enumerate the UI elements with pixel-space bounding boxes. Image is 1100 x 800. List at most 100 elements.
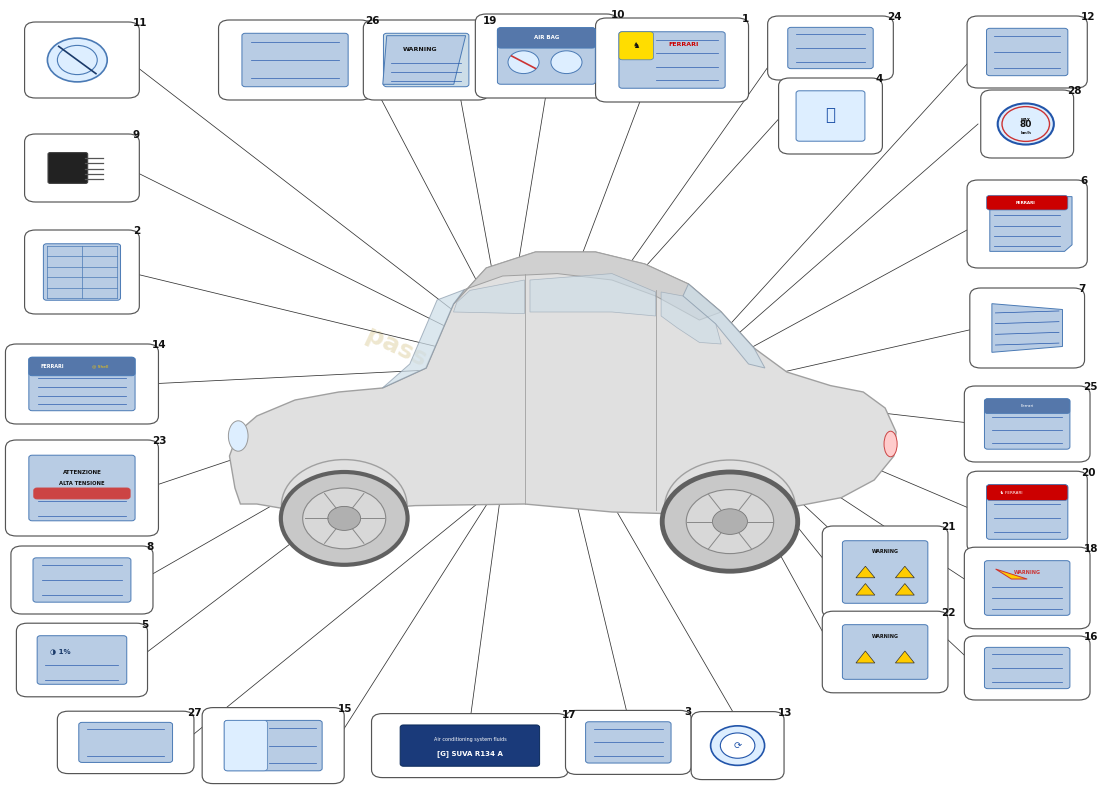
- FancyBboxPatch shape: [24, 22, 140, 98]
- Circle shape: [508, 51, 539, 74]
- FancyBboxPatch shape: [29, 358, 135, 410]
- FancyBboxPatch shape: [987, 28, 1068, 76]
- Polygon shape: [895, 651, 914, 663]
- FancyBboxPatch shape: [6, 440, 158, 536]
- Text: 11: 11: [133, 18, 147, 28]
- Circle shape: [551, 51, 582, 74]
- Text: 20: 20: [1080, 467, 1096, 478]
- FancyBboxPatch shape: [823, 611, 948, 693]
- FancyBboxPatch shape: [779, 78, 882, 154]
- FancyBboxPatch shape: [965, 386, 1090, 462]
- Polygon shape: [992, 304, 1063, 352]
- FancyBboxPatch shape: [965, 636, 1090, 700]
- Text: FERRARI: FERRARI: [1016, 201, 1036, 205]
- FancyBboxPatch shape: [11, 546, 153, 614]
- Circle shape: [302, 488, 386, 549]
- FancyBboxPatch shape: [497, 28, 595, 84]
- Text: 16: 16: [1084, 632, 1098, 642]
- Text: WARNING: WARNING: [871, 550, 899, 554]
- Polygon shape: [895, 583, 914, 595]
- Circle shape: [713, 509, 747, 534]
- FancyBboxPatch shape: [57, 711, 194, 774]
- Polygon shape: [895, 566, 914, 578]
- Text: 21: 21: [942, 522, 956, 533]
- Text: WARNING: WARNING: [871, 634, 899, 638]
- FancyBboxPatch shape: [219, 20, 372, 100]
- Circle shape: [47, 38, 107, 82]
- FancyBboxPatch shape: [37, 636, 127, 684]
- Polygon shape: [661, 292, 722, 344]
- Text: passionné online shop 1995: passionné online shop 1995: [363, 322, 730, 510]
- FancyBboxPatch shape: [16, 623, 147, 697]
- Text: FERRARI: FERRARI: [669, 42, 700, 47]
- Text: FERRARI: FERRARI: [40, 364, 64, 369]
- Text: 25: 25: [1084, 382, 1098, 393]
- FancyBboxPatch shape: [984, 647, 1070, 689]
- FancyBboxPatch shape: [967, 471, 1087, 553]
- Text: WARNING: WARNING: [1014, 570, 1041, 574]
- FancyBboxPatch shape: [984, 398, 1070, 414]
- Text: ♞: ♞: [632, 42, 640, 50]
- FancyBboxPatch shape: [595, 18, 748, 102]
- FancyBboxPatch shape: [796, 90, 865, 141]
- Text: 8: 8: [146, 542, 154, 552]
- FancyBboxPatch shape: [967, 16, 1087, 88]
- FancyBboxPatch shape: [24, 230, 140, 314]
- Text: 24: 24: [887, 12, 901, 22]
- Text: MAX: MAX: [1021, 118, 1031, 122]
- Text: 9: 9: [133, 130, 140, 141]
- FancyBboxPatch shape: [384, 34, 469, 86]
- Text: 2: 2: [133, 226, 140, 237]
- Circle shape: [662, 472, 798, 571]
- Ellipse shape: [884, 431, 898, 457]
- FancyBboxPatch shape: [224, 720, 267, 771]
- FancyBboxPatch shape: [984, 398, 1070, 450]
- Text: Ferrari: Ferrari: [1021, 404, 1034, 408]
- FancyBboxPatch shape: [981, 90, 1074, 158]
- Text: @ Shell: @ Shell: [92, 365, 109, 369]
- Text: 10: 10: [610, 10, 625, 20]
- Text: km/h: km/h: [1021, 130, 1031, 134]
- Polygon shape: [453, 280, 525, 314]
- FancyBboxPatch shape: [691, 712, 784, 779]
- FancyBboxPatch shape: [24, 134, 140, 202]
- Text: 13: 13: [778, 708, 792, 718]
- FancyBboxPatch shape: [619, 32, 725, 88]
- FancyBboxPatch shape: [363, 20, 490, 100]
- FancyBboxPatch shape: [843, 625, 928, 679]
- Text: 5: 5: [141, 619, 149, 630]
- Text: 4: 4: [876, 74, 883, 84]
- Text: 14: 14: [152, 341, 166, 350]
- Text: ⟳: ⟳: [734, 741, 741, 750]
- Text: 19: 19: [483, 16, 497, 26]
- Ellipse shape: [229, 421, 249, 451]
- Circle shape: [328, 506, 361, 530]
- FancyBboxPatch shape: [43, 244, 121, 300]
- Polygon shape: [856, 583, 875, 595]
- FancyBboxPatch shape: [497, 28, 595, 48]
- FancyBboxPatch shape: [29, 358, 135, 376]
- Polygon shape: [383, 290, 464, 388]
- Polygon shape: [230, 252, 896, 514]
- Polygon shape: [683, 284, 764, 368]
- FancyBboxPatch shape: [585, 722, 671, 763]
- FancyBboxPatch shape: [372, 714, 569, 778]
- FancyBboxPatch shape: [970, 288, 1085, 368]
- FancyBboxPatch shape: [619, 32, 653, 60]
- Polygon shape: [453, 252, 722, 320]
- Text: [G] SUVA R134 A: [G] SUVA R134 A: [437, 750, 503, 757]
- FancyBboxPatch shape: [788, 27, 873, 69]
- FancyBboxPatch shape: [29, 455, 135, 521]
- Polygon shape: [996, 569, 1027, 579]
- FancyBboxPatch shape: [33, 558, 131, 602]
- Text: 7: 7: [1078, 284, 1086, 294]
- FancyBboxPatch shape: [967, 180, 1087, 268]
- FancyBboxPatch shape: [768, 16, 893, 80]
- Text: 17: 17: [562, 710, 576, 720]
- Text: ♞ FERRARI: ♞ FERRARI: [1000, 490, 1023, 494]
- Polygon shape: [856, 566, 875, 578]
- Text: ⛽: ⛽: [825, 106, 836, 124]
- Circle shape: [686, 490, 773, 554]
- Text: ATTENZIONE: ATTENZIONE: [63, 470, 101, 475]
- FancyBboxPatch shape: [565, 710, 691, 774]
